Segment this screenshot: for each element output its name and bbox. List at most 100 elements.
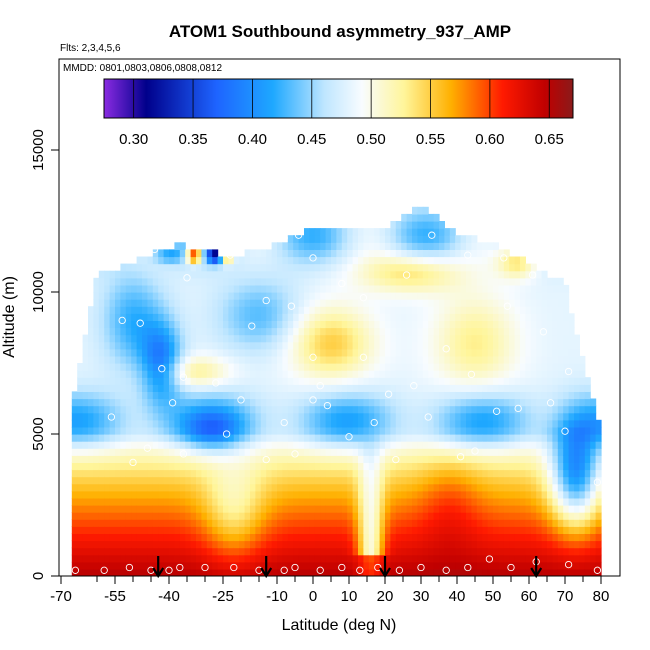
heatmap-cell [109, 334, 116, 343]
heatmap-cell [390, 405, 397, 414]
heatmap-cell [331, 320, 337, 329]
heatmap-cell [520, 561, 526, 570]
heatmap-cell [131, 419, 138, 428]
heatmap-cell [498, 398, 505, 407]
heatmap-cell [174, 341, 181, 350]
heatmap-cell [250, 469, 256, 478]
heatmap-cell [422, 334, 429, 343]
heatmap-cell [120, 363, 127, 371]
heatmap-cell [239, 533, 246, 542]
heatmap-cell [487, 405, 494, 414]
heatmap-cell [412, 526, 418, 534]
heatmap-cell [131, 512, 138, 520]
heatmap-cell [287, 263, 294, 272]
heatmap-cell [185, 355, 192, 364]
heatmap-cell [379, 476, 386, 485]
heatmap-cell [115, 526, 121, 534]
heatmap-cell [250, 462, 256, 471]
heatmap-cell [509, 462, 516, 471]
heatmap-cell [271, 554, 278, 563]
heatmap-cell [439, 462, 445, 471]
heatmap-cell [304, 441, 310, 449]
heatmap-cell [142, 547, 148, 556]
heatmap-cell [368, 540, 375, 549]
heatmap-cell [428, 441, 435, 449]
heatmap-cell [536, 554, 543, 563]
heatmap-cell [406, 490, 413, 499]
heatmap-cell [368, 419, 375, 428]
heatmap-cell [190, 377, 197, 385]
heatmap-cell [136, 526, 143, 534]
heatmap-cell [325, 441, 332, 449]
heatmap-cell [498, 483, 505, 492]
heatmap-cell [428, 270, 435, 279]
heatmap-cell [98, 547, 105, 556]
heatmap-cell [341, 235, 348, 243]
heatmap-cell [82, 505, 89, 513]
sample-point [316, 566, 324, 574]
heatmap-cell [152, 341, 159, 350]
heatmap-cell [271, 242, 278, 250]
heatmap-cell [341, 476, 348, 485]
heatmap-cell [595, 469, 602, 478]
heatmap-cell [152, 277, 159, 286]
heatmap-cell [131, 370, 138, 378]
heatmap-cell [309, 256, 316, 265]
heatmap-cell [336, 242, 343, 250]
heatmap-cell [406, 363, 413, 371]
heatmap-cell [325, 334, 332, 343]
heatmap-cell [493, 299, 499, 307]
heatmap-cell [514, 306, 521, 314]
heatmap-cell [401, 313, 408, 321]
heatmap-cell [336, 526, 343, 534]
heatmap-cell [557, 554, 564, 563]
heatmap-cell [406, 512, 413, 520]
heatmap-cell [385, 554, 391, 563]
heatmap-cell [223, 355, 229, 364]
heatmap-cell [260, 277, 267, 286]
heatmap-cell [147, 455, 154, 463]
heatmap-cell [347, 363, 354, 371]
heatmap-cell [298, 540, 305, 549]
heatmap-cell [341, 398, 348, 407]
heatmap-cell [223, 547, 229, 556]
heatmap-cell [487, 547, 494, 556]
heatmap-cell [385, 405, 391, 414]
heatmap-cell [271, 434, 278, 442]
heatmap-cell [179, 448, 186, 456]
heatmap-cell [482, 242, 489, 250]
heatmap-cell [390, 221, 397, 229]
heatmap-cell [590, 512, 597, 520]
heatmap-cell [217, 277, 224, 286]
heatmap-cell [439, 277, 445, 286]
heatmap-cell [190, 526, 197, 534]
heatmap-cell [77, 398, 84, 407]
heatmap-cell [487, 270, 494, 279]
heatmap-cell [487, 284, 494, 293]
heatmap-cell [320, 277, 327, 286]
heatmap-cell [460, 547, 467, 556]
heatmap-cell [595, 419, 602, 428]
heatmap-cell [331, 348, 337, 357]
heatmap-cell [325, 476, 332, 485]
heatmap-cell [190, 441, 197, 449]
heatmap-cell [271, 568, 278, 576]
heatmap-cell [98, 405, 105, 414]
heatmap-cell [71, 455, 78, 463]
heatmap-cell [71, 519, 78, 527]
heatmap-cell [169, 419, 175, 428]
heatmap-cell [595, 547, 602, 556]
heatmap-cell [401, 270, 408, 279]
heatmap-cell [185, 292, 192, 300]
heatmap-cell [82, 419, 89, 428]
heatmap-cell [179, 490, 186, 499]
heatmap-cell [379, 363, 386, 371]
heatmap-cell [217, 391, 224, 400]
heatmap-cell [395, 398, 402, 407]
heatmap-cell [336, 235, 343, 243]
heatmap-cell [142, 448, 148, 456]
heatmap-cell [282, 341, 289, 350]
heatmap-cell [179, 270, 186, 279]
heatmap-cell [363, 519, 370, 527]
heatmap-cell [520, 540, 526, 549]
